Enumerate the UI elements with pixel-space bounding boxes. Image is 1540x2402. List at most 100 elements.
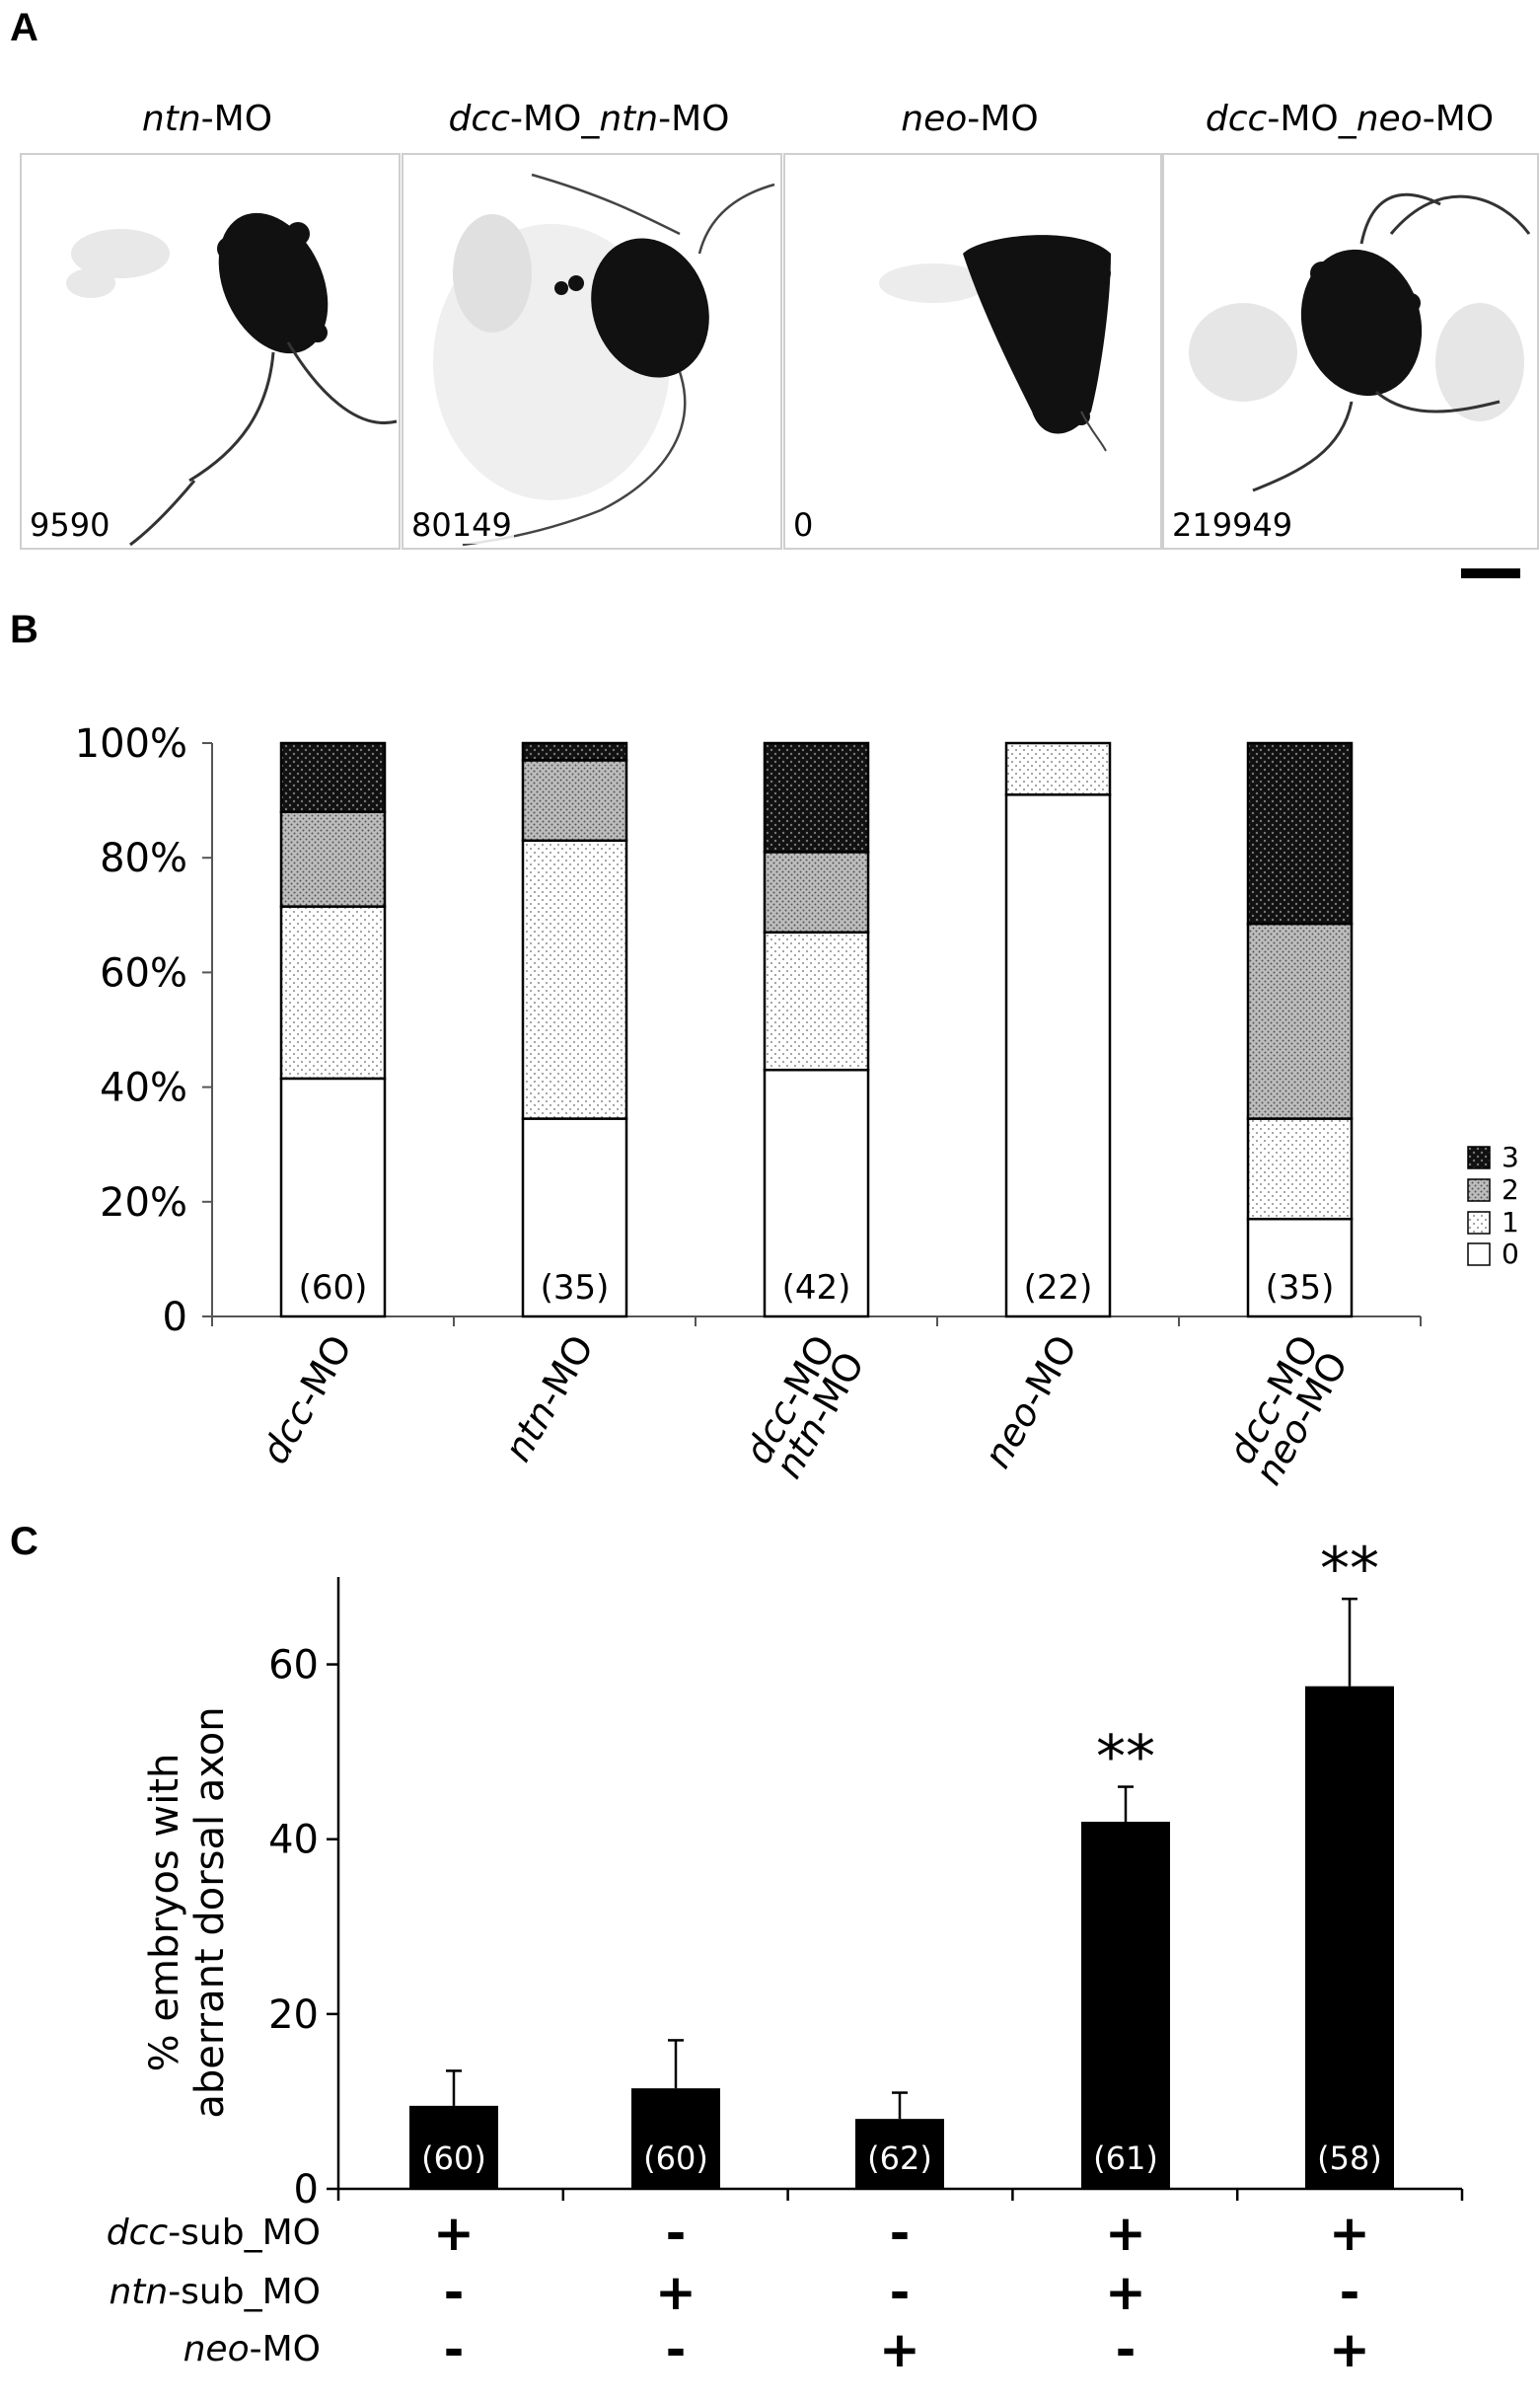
significance-marker: ** <box>1320 1535 1379 1604</box>
significance-marker: ** <box>1096 1723 1155 1792</box>
condition-sign: - <box>1116 2321 1137 2378</box>
condition-label: ntn-sub_MO <box>109 2272 321 2312</box>
bar-count-label: (42) <box>782 1268 851 1308</box>
error-bar-chart: 0 20 40 60 % embryos with aberrant dorsal axo… <box>107 1535 1464 2378</box>
tile-title-4: dcc-MO_neo-MO <box>1205 99 1495 139</box>
condition-sign: + <box>655 2264 697 2321</box>
bar <box>1305 1686 1394 2189</box>
micrograph-tile-2: 80149 <box>402 153 782 550</box>
bar <box>1081 1822 1170 2189</box>
micrograph-image-4 <box>1189 192 1531 492</box>
tile-title-3: neo-MO <box>901 99 1039 139</box>
legend-label: 0 <box>1502 1238 1519 1270</box>
stacked-bar-chart: 0 20% 40% 60% 80% 100% (60) dcc-MO (35) ntn-MO (4… <box>75 721 1519 1492</box>
y-tick-label: 100% <box>75 721 187 767</box>
micrograph-image-3 <box>879 235 1111 452</box>
bar-count-label: (22) <box>1024 1268 1093 1308</box>
condition-sign: - <box>890 2205 911 2262</box>
tile-number-3: 0 <box>791 506 816 544</box>
legend-swatch <box>1467 1178 1491 1202</box>
bar-segment <box>763 851 870 934</box>
bar-segment <box>279 810 387 908</box>
bar-segment <box>1246 922 1354 1120</box>
micrograph-image-2 <box>433 173 775 547</box>
category-label: ntn-MO <box>496 1328 603 1469</box>
y-tick-label: 60% <box>100 950 187 996</box>
legend-swatch <box>1467 1146 1491 1169</box>
bar-count-label: (60) <box>299 1268 368 1308</box>
legend-swatch <box>1467 1242 1491 1266</box>
micrograph-tile-4: 219949 <box>1162 153 1539 550</box>
bar-segment <box>279 905 387 1081</box>
bar-segment <box>1246 741 1354 926</box>
condition-sign: + <box>879 2321 920 2378</box>
bar-segment <box>279 1077 387 1318</box>
y-axis-label-line: aberrant dorsal axon <box>187 1706 233 2118</box>
bar-segment <box>1004 741 1112 796</box>
category-label: neo-MO <box>976 1328 1086 1475</box>
y-tick-label: 40 <box>268 1818 319 1863</box>
y-tick-label: 20 <box>268 1992 319 2038</box>
y-tick-label: 60 <box>268 1643 319 1689</box>
panel-b-label: B <box>10 608 38 651</box>
bar-segment <box>763 931 870 1072</box>
condition-label: neo-MO <box>183 2329 321 2369</box>
y-tick-label: 0 <box>294 2167 319 2213</box>
tile-title-2: dcc-MO_ntn-MO <box>448 99 730 139</box>
y-tick-label: 80% <box>100 836 187 881</box>
bar-count-label: (35) <box>541 1268 610 1308</box>
bar-segment <box>1004 793 1112 1318</box>
category-label-line: dcc-MO <box>253 1328 360 1471</box>
condition-sign: + <box>1105 2205 1146 2262</box>
condition-sign: - <box>1340 2264 1360 2321</box>
bar-count-label: (60) <box>643 2139 708 2177</box>
bar-count-label: (58) <box>1317 2139 1382 2177</box>
panel-c-label: C <box>10 1520 38 1563</box>
micrograph-tile-3: 0 <box>783 153 1162 550</box>
category-label-line: neo-MO <box>976 1328 1086 1475</box>
bar-segment <box>521 741 628 762</box>
legend-swatch <box>1467 1211 1491 1235</box>
bar-count-label: (62) <box>867 2139 932 2177</box>
bar-count-label: (35) <box>1266 1268 1335 1308</box>
condition-sign: - <box>890 2264 911 2321</box>
condition-sign: - <box>666 2205 687 2262</box>
bar-segment <box>1246 1217 1354 1318</box>
bar-segment <box>279 741 387 813</box>
y-axis-label-line: % embryos with <box>142 1754 187 2072</box>
condition-sign: + <box>1329 2205 1370 2262</box>
y-tick-label: 20% <box>100 1180 187 1226</box>
condition-sign: - <box>444 2264 465 2321</box>
condition-sign: + <box>433 2205 475 2262</box>
bar-segment <box>521 759 628 843</box>
bar-count-label: (61) <box>1093 2139 1158 2177</box>
category-label: dcc-MO <box>253 1328 360 1471</box>
bar <box>631 2088 720 2189</box>
condition-sign: - <box>444 2321 465 2378</box>
condition-sign: + <box>1105 2264 1146 2321</box>
tile-title-1: ntn-MO <box>141 99 273 139</box>
micrograph-tile-1: 9590 <box>20 153 401 550</box>
condition-sign: + <box>1329 2321 1370 2378</box>
y-tick-label: 0 <box>163 1295 187 1340</box>
legend-label: 2 <box>1502 1173 1519 1206</box>
bar <box>409 2105 498 2189</box>
category-label-line: ntn-MO <box>496 1328 603 1469</box>
tile-number-1: 9590 <box>28 506 112 544</box>
bar-segment <box>521 839 628 1120</box>
legend-label: 1 <box>1502 1206 1519 1239</box>
y-axis-label: % embryos with aberrant dorsal axon <box>142 1706 233 2118</box>
condition-label: dcc-sub_MO <box>107 2213 321 2253</box>
bar-count-label: (60) <box>421 2139 486 2177</box>
micrograph-image-1 <box>66 212 398 547</box>
condition-sign: - <box>666 2321 687 2378</box>
bar-segment <box>763 741 870 854</box>
tile-number-4: 219949 <box>1170 506 1295 544</box>
legend-label: 3 <box>1502 1141 1519 1173</box>
scale-bar <box>1461 568 1520 578</box>
panel-a-label: A <box>10 6 38 49</box>
y-tick-label: 40% <box>100 1066 187 1111</box>
tile-number-2: 80149 <box>409 506 514 544</box>
